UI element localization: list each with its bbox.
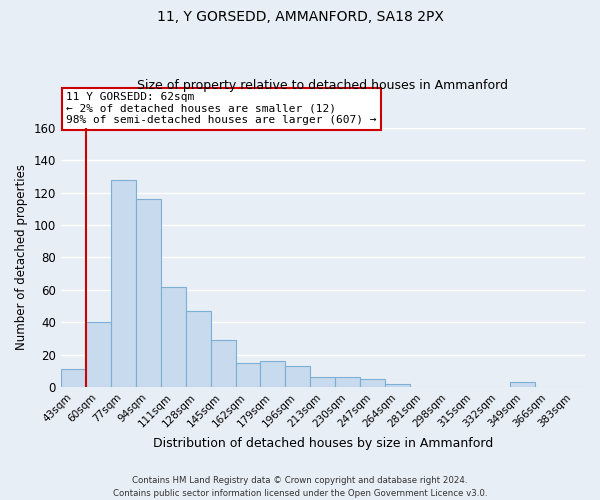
Bar — [185, 311, 211, 387]
Bar — [86, 322, 111, 387]
Bar — [510, 382, 535, 387]
Bar — [136, 199, 161, 387]
Bar — [361, 379, 385, 387]
Text: 11 Y GORSEDD: 62sqm
← 2% of detached houses are smaller (12)
98% of semi-detache: 11 Y GORSEDD: 62sqm ← 2% of detached hou… — [66, 92, 377, 126]
Text: Contains HM Land Registry data © Crown copyright and database right 2024.
Contai: Contains HM Land Registry data © Crown c… — [113, 476, 487, 498]
Bar — [111, 180, 136, 387]
Title: Size of property relative to detached houses in Ammanford: Size of property relative to detached ho… — [137, 79, 508, 92]
Text: 11, Y GORSEDD, AMMANFORD, SA18 2PX: 11, Y GORSEDD, AMMANFORD, SA18 2PX — [157, 10, 443, 24]
Bar — [286, 366, 310, 387]
Bar — [61, 369, 86, 387]
Y-axis label: Number of detached properties: Number of detached properties — [15, 164, 28, 350]
Bar — [385, 384, 410, 387]
Bar — [211, 340, 236, 387]
Bar — [236, 362, 260, 387]
Bar — [335, 377, 361, 387]
Bar — [310, 377, 335, 387]
X-axis label: Distribution of detached houses by size in Ammanford: Distribution of detached houses by size … — [153, 437, 493, 450]
Bar — [161, 286, 185, 387]
Bar — [260, 361, 286, 387]
